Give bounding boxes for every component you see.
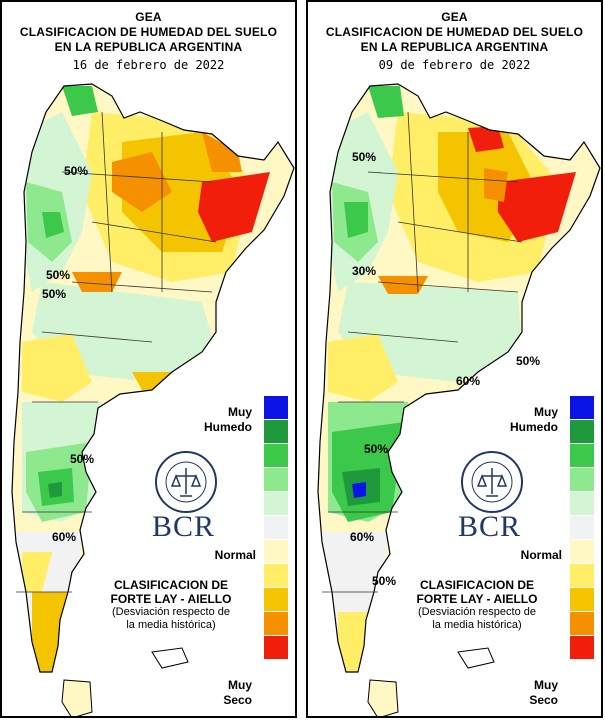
legend-swatch <box>264 396 288 420</box>
legend-swatch <box>570 588 594 612</box>
map-title-line1: CLASIFICACION DE HUMEDAD DEL SUELO <box>19 25 278 39</box>
legend-swatch <box>264 420 288 444</box>
legend-swatch <box>570 636 594 660</box>
brand-name: BCR <box>458 510 522 543</box>
classification-note1: (Desviación respecto de <box>417 606 536 618</box>
argentina-soil-moisture-map <box>11 83 295 716</box>
legend-swatch <box>570 468 594 492</box>
legend-swatch <box>264 516 288 540</box>
classification-block: CLASIFICACION DE FORTE LAY - AIELLO (Des… <box>96 578 246 632</box>
legend-swatch <box>264 564 288 588</box>
legend-swatch <box>264 636 288 660</box>
legend-swatch <box>570 564 594 588</box>
map-title-block: GEA CLASIFICACION DE HUMEDAD DEL SUELO E… <box>2 10 295 74</box>
bcr-seal-icon <box>461 451 523 513</box>
classification-block: CLASIFICACION DE FORTE LAY - AIELLO (Des… <box>402 578 552 632</box>
classification-line1: CLASIFICACION DE <box>114 578 228 592</box>
contour-label: 50% <box>516 354 541 368</box>
map-date: 09 de febrero de 2022 <box>378 58 531 72</box>
legend-color-scale <box>264 396 288 660</box>
legend-color-scale <box>570 396 594 660</box>
argentina-soil-moisture-map <box>317 83 601 716</box>
legend-swatch <box>264 492 288 516</box>
legend-top-text: Muy Humedo <box>204 405 252 434</box>
legend-top-label: Muy Humedo <box>510 405 558 434</box>
contour-label: 50% <box>372 574 397 588</box>
legend-swatch <box>570 540 594 564</box>
map-title-line1: CLASIFICACION DE HUMEDAD DEL SUELO <box>325 25 584 39</box>
legend-swatch <box>264 588 288 612</box>
legend-swatch <box>264 468 288 492</box>
brand-name: BCR <box>152 510 216 543</box>
contour-label: 50% <box>352 150 377 164</box>
legend-swatch <box>264 612 288 636</box>
contour-label: 50% <box>64 164 89 178</box>
map-panel-left: GEA CLASIFICACION DE HUMEDAD DEL SUELO E… <box>0 0 297 718</box>
classification-line2: FORTE LAY - AIELLO <box>110 592 232 606</box>
bcr-seal-icon <box>155 451 217 513</box>
map-title-line2: EN LA REPUBLICA ARGENTINA <box>360 40 549 54</box>
legend-swatch <box>264 444 288 468</box>
map-org: GEA <box>441 10 468 24</box>
contour-label: 30% <box>352 264 377 278</box>
legend-swatch <box>570 492 594 516</box>
legend-swatch <box>264 540 288 564</box>
legend-top-label: Muy Humedo <box>202 405 252 435</box>
legend-swatch <box>570 420 594 444</box>
contour-label: 60% <box>350 530 375 544</box>
classification-note2: la media histórica) <box>432 619 522 631</box>
contour-label: 50% <box>70 452 95 466</box>
map-org: GEA <box>135 10 162 24</box>
legend-mid-label: Normal <box>214 548 256 562</box>
classification-note2: la media histórica) <box>126 619 216 631</box>
legend-bottom-label: Muy Seco <box>529 678 558 707</box>
classification-line2: FORTE LAY - AIELLO <box>416 592 538 606</box>
map-title-block: GEA CLASIFICACION DE HUMEDAD DEL SUELO E… <box>308 10 601 74</box>
contour-label: 50% <box>42 287 67 301</box>
classification-line1: CLASIFICACION DE <box>420 578 534 592</box>
map-panel-right: GEA CLASIFICACION DE HUMEDAD DEL SUELO E… <box>306 0 603 718</box>
legend-bottom-label: Muy Seco <box>223 678 252 707</box>
classification-note1: (Desviación respecto de <box>111 606 230 618</box>
map-title-line2: EN LA REPUBLICA ARGENTINA <box>54 40 243 54</box>
contour-label: 60% <box>52 530 77 544</box>
contour-label: 60% <box>456 374 481 388</box>
contour-label: 50% <box>46 268 71 282</box>
contour-label: 50% <box>364 442 389 456</box>
map-date: 16 de febrero de 2022 <box>72 58 225 72</box>
legend-mid-label: Normal <box>520 548 562 562</box>
legend-swatch <box>570 612 594 636</box>
legend-swatch <box>570 444 594 468</box>
legend-swatch <box>570 396 594 420</box>
legend-swatch <box>570 516 594 540</box>
